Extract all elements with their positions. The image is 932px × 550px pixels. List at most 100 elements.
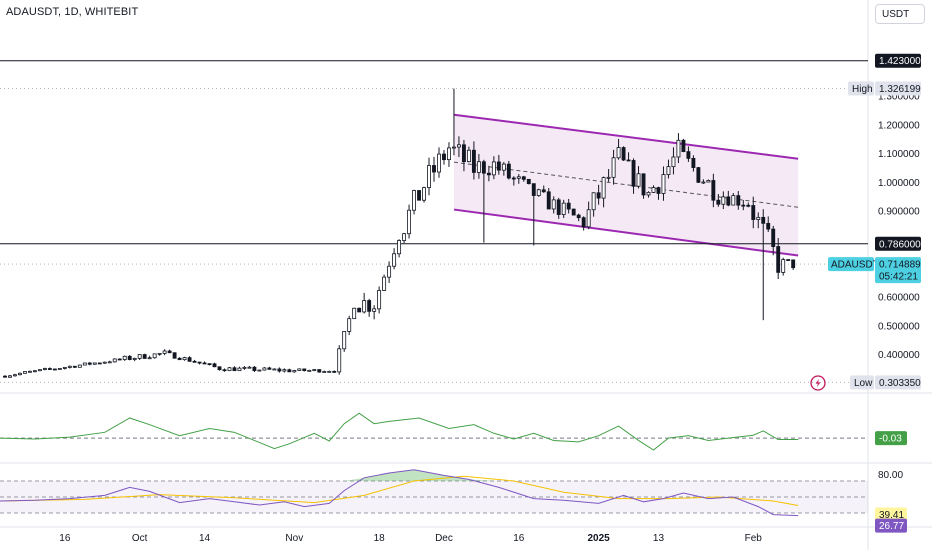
candle[interactable] bbox=[417, 190, 421, 201]
candle[interactable] bbox=[686, 146, 691, 162]
candle[interactable] bbox=[82, 362, 87, 366]
candle[interactable] bbox=[207, 363, 212, 366]
candle[interactable] bbox=[72, 365, 77, 368]
candle[interactable] bbox=[3, 375, 7, 378]
candle[interactable] bbox=[232, 366, 237, 372]
candle[interactable] bbox=[711, 173, 716, 208]
candle[interactable] bbox=[262, 367, 267, 371]
candle[interactable] bbox=[586, 201, 591, 230]
candle[interactable] bbox=[407, 204, 412, 239]
candle[interactable] bbox=[182, 356, 187, 361]
channel-middle-line[interactable] bbox=[453, 161, 799, 208]
candle[interactable] bbox=[312, 369, 317, 372]
candle[interactable] bbox=[501, 161, 506, 176]
candle[interactable] bbox=[122, 355, 127, 361]
candle[interactable] bbox=[506, 160, 511, 180]
candle[interactable] bbox=[397, 239, 402, 258]
price-axis[interactable]: 1.300000 1.200000 1.100000 1.000000 0.900000… bbox=[878, 92, 920, 362]
time-axis[interactable]: 16 Oct 14 Nov 18 Dec 16 2025 13 Feb bbox=[59, 533, 762, 544]
candle[interactable] bbox=[242, 366, 247, 370]
candle[interactable] bbox=[701, 179, 706, 184]
candle[interactable] bbox=[307, 369, 312, 372]
candle[interactable] bbox=[466, 146, 471, 163]
candle[interactable] bbox=[661, 166, 666, 201]
candle[interactable] bbox=[352, 307, 357, 320]
candle[interactable] bbox=[546, 188, 551, 210]
candle[interactable] bbox=[57, 368, 62, 370]
candle[interactable] bbox=[18, 372, 22, 376]
candle[interactable] bbox=[726, 190, 731, 207]
candle[interactable] bbox=[212, 362, 217, 368]
candle[interactable] bbox=[781, 257, 786, 276]
candle[interactable] bbox=[97, 362, 102, 365]
candle[interactable] bbox=[561, 199, 566, 219]
candle[interactable] bbox=[536, 188, 541, 197]
candle[interactable] bbox=[302, 368, 307, 372]
candle[interactable] bbox=[476, 154, 481, 179]
candle[interactable] bbox=[277, 367, 282, 373]
candle[interactable] bbox=[112, 358, 117, 363]
candle[interactable] bbox=[357, 307, 362, 313]
candle[interactable] bbox=[636, 166, 641, 189]
candle[interactable] bbox=[736, 191, 741, 210]
candle[interactable] bbox=[566, 198, 571, 214]
candle[interactable] bbox=[412, 189, 416, 215]
candle[interactable] bbox=[606, 169, 611, 182]
candle[interactable] bbox=[611, 149, 616, 185]
candle[interactable] bbox=[511, 176, 516, 186]
candle[interactable] bbox=[317, 369, 322, 373]
candle[interactable] bbox=[387, 261, 392, 284]
candle[interactable] bbox=[27, 370, 32, 373]
candle[interactable] bbox=[287, 368, 292, 373]
candle[interactable] bbox=[616, 138, 621, 160]
candle[interactable] bbox=[581, 216, 586, 231]
candle[interactable] bbox=[257, 369, 262, 372]
candle[interactable] bbox=[117, 358, 122, 361]
candle[interactable] bbox=[152, 353, 157, 359]
candle[interactable] bbox=[347, 315, 352, 336]
candle[interactable] bbox=[526, 178, 531, 185]
channel-upper-line[interactable] bbox=[453, 113, 799, 160]
candle[interactable] bbox=[377, 286, 382, 314]
candle[interactable] bbox=[756, 212, 761, 229]
candle[interactable] bbox=[556, 197, 561, 219]
candle[interactable] bbox=[202, 361, 207, 365]
candle[interactable] bbox=[332, 370, 337, 373]
candle[interactable] bbox=[107, 360, 112, 364]
candle[interactable] bbox=[721, 191, 726, 210]
candle[interactable] bbox=[776, 238, 781, 280]
candle[interactable] bbox=[67, 365, 72, 369]
candle[interactable] bbox=[731, 193, 736, 206]
candle[interactable] bbox=[621, 146, 626, 161]
candle[interactable] bbox=[177, 357, 182, 361]
candle[interactable] bbox=[62, 367, 67, 370]
candle[interactable] bbox=[751, 196, 756, 229]
candle[interactable] bbox=[172, 352, 177, 359]
candle[interactable] bbox=[382, 274, 387, 291]
candle[interactable] bbox=[372, 305, 377, 320]
candle[interactable] bbox=[791, 259, 796, 270]
momentum-pane[interactable] bbox=[0, 412, 868, 451]
candle[interactable] bbox=[696, 167, 701, 183]
candle[interactable] bbox=[362, 292, 367, 314]
candle[interactable] bbox=[571, 208, 576, 216]
candle[interactable] bbox=[162, 349, 167, 356]
candle[interactable] bbox=[227, 366, 232, 372]
candle[interactable] bbox=[42, 367, 47, 371]
candle[interactable] bbox=[551, 196, 556, 214]
candle[interactable] bbox=[496, 154, 501, 175]
candle[interactable] bbox=[8, 374, 12, 378]
candle[interactable] bbox=[13, 373, 17, 377]
candle[interactable] bbox=[237, 366, 242, 372]
candle[interactable] bbox=[786, 259, 791, 261]
channel-lower-line[interactable] bbox=[453, 208, 799, 257]
candle[interactable] bbox=[32, 370, 37, 373]
candle[interactable] bbox=[491, 156, 496, 180]
candle[interactable] bbox=[422, 186, 426, 203]
candle[interactable] bbox=[541, 185, 546, 193]
lightning-alert-icon[interactable] bbox=[810, 375, 826, 391]
currency-button[interactable]: USDT bbox=[875, 4, 925, 24]
candles[interactable] bbox=[3, 88, 796, 378]
